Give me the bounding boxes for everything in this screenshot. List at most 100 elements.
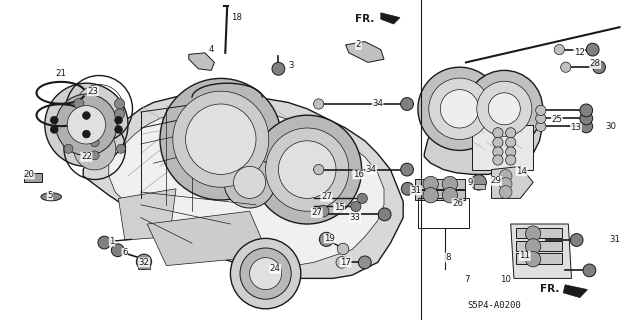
Text: 17: 17 xyxy=(340,258,351,267)
Text: FR.: FR. xyxy=(355,13,374,24)
Circle shape xyxy=(56,94,117,156)
Text: 7: 7 xyxy=(465,276,470,284)
Text: 31: 31 xyxy=(410,186,422,195)
Text: 18: 18 xyxy=(231,13,243,22)
Circle shape xyxy=(111,244,124,257)
Circle shape xyxy=(173,91,269,187)
Circle shape xyxy=(314,99,324,109)
Circle shape xyxy=(580,120,593,133)
Circle shape xyxy=(74,128,116,170)
Circle shape xyxy=(499,170,512,182)
Circle shape xyxy=(45,83,128,166)
Circle shape xyxy=(493,147,503,157)
Circle shape xyxy=(488,93,520,125)
Circle shape xyxy=(160,78,282,200)
Circle shape xyxy=(357,193,367,204)
Text: 30: 30 xyxy=(605,122,617,131)
Circle shape xyxy=(83,112,90,119)
Circle shape xyxy=(561,62,571,72)
Circle shape xyxy=(493,155,503,165)
Circle shape xyxy=(586,43,599,56)
Circle shape xyxy=(74,99,84,109)
Bar xyxy=(472,125,533,170)
Polygon shape xyxy=(563,285,588,298)
Circle shape xyxy=(90,138,99,147)
Circle shape xyxy=(423,176,438,192)
Circle shape xyxy=(493,137,503,148)
Circle shape xyxy=(90,151,99,160)
Circle shape xyxy=(234,166,266,198)
Text: 19: 19 xyxy=(324,234,335,243)
Circle shape xyxy=(230,238,301,309)
Text: 28: 28 xyxy=(589,60,601,68)
Text: 24: 24 xyxy=(269,264,281,273)
Polygon shape xyxy=(424,80,543,174)
Bar xyxy=(516,253,562,264)
Text: 21: 21 xyxy=(55,69,67,78)
Circle shape xyxy=(536,105,546,116)
Text: 9: 9 xyxy=(468,178,473,187)
Text: FR.: FR. xyxy=(540,284,559,294)
Ellipse shape xyxy=(41,193,61,201)
Circle shape xyxy=(186,104,256,174)
Text: 33: 33 xyxy=(349,213,361,222)
Bar xyxy=(516,228,562,238)
Text: 8: 8 xyxy=(445,253,451,262)
Circle shape xyxy=(580,104,593,117)
Circle shape xyxy=(401,163,413,176)
Text: 26: 26 xyxy=(452,199,463,208)
Circle shape xyxy=(423,188,438,203)
Circle shape xyxy=(429,78,490,140)
Polygon shape xyxy=(415,179,465,189)
Polygon shape xyxy=(511,224,572,278)
Text: 10: 10 xyxy=(500,276,511,284)
Circle shape xyxy=(317,205,329,217)
Text: 4: 4 xyxy=(209,45,214,54)
Circle shape xyxy=(506,137,516,148)
Circle shape xyxy=(314,164,324,175)
Circle shape xyxy=(525,239,541,254)
Polygon shape xyxy=(492,166,533,198)
Circle shape xyxy=(351,201,361,212)
Circle shape xyxy=(593,61,605,74)
Circle shape xyxy=(466,70,543,147)
Circle shape xyxy=(536,121,546,132)
Circle shape xyxy=(525,252,541,267)
Text: S5P4-A0200: S5P4-A0200 xyxy=(468,301,522,310)
Polygon shape xyxy=(24,173,42,182)
Text: 13: 13 xyxy=(570,124,582,132)
Circle shape xyxy=(493,128,503,138)
Circle shape xyxy=(115,99,125,109)
Text: 23: 23 xyxy=(87,87,99,96)
Polygon shape xyxy=(138,264,150,269)
Text: 31: 31 xyxy=(609,236,620,244)
Circle shape xyxy=(499,186,512,198)
Circle shape xyxy=(240,248,291,299)
Text: 32: 32 xyxy=(138,258,150,267)
Text: 6: 6 xyxy=(122,248,127,257)
Circle shape xyxy=(580,112,593,125)
Circle shape xyxy=(378,208,391,221)
Polygon shape xyxy=(147,211,269,266)
Polygon shape xyxy=(415,190,465,200)
Text: 3: 3 xyxy=(289,61,294,70)
Circle shape xyxy=(51,125,58,133)
Polygon shape xyxy=(109,109,384,266)
Circle shape xyxy=(115,116,122,124)
Circle shape xyxy=(336,257,348,268)
Text: 14: 14 xyxy=(516,167,527,176)
Circle shape xyxy=(250,258,282,290)
Circle shape xyxy=(266,128,349,211)
Text: 11: 11 xyxy=(519,252,531,260)
Polygon shape xyxy=(189,53,214,70)
Circle shape xyxy=(401,182,414,195)
Circle shape xyxy=(136,254,152,269)
Circle shape xyxy=(401,98,413,110)
Circle shape xyxy=(471,175,486,190)
Circle shape xyxy=(418,67,501,150)
Circle shape xyxy=(358,256,371,269)
Text: 20: 20 xyxy=(23,170,35,179)
Text: 25: 25 xyxy=(551,116,563,124)
Circle shape xyxy=(67,106,106,144)
Polygon shape xyxy=(381,13,400,24)
